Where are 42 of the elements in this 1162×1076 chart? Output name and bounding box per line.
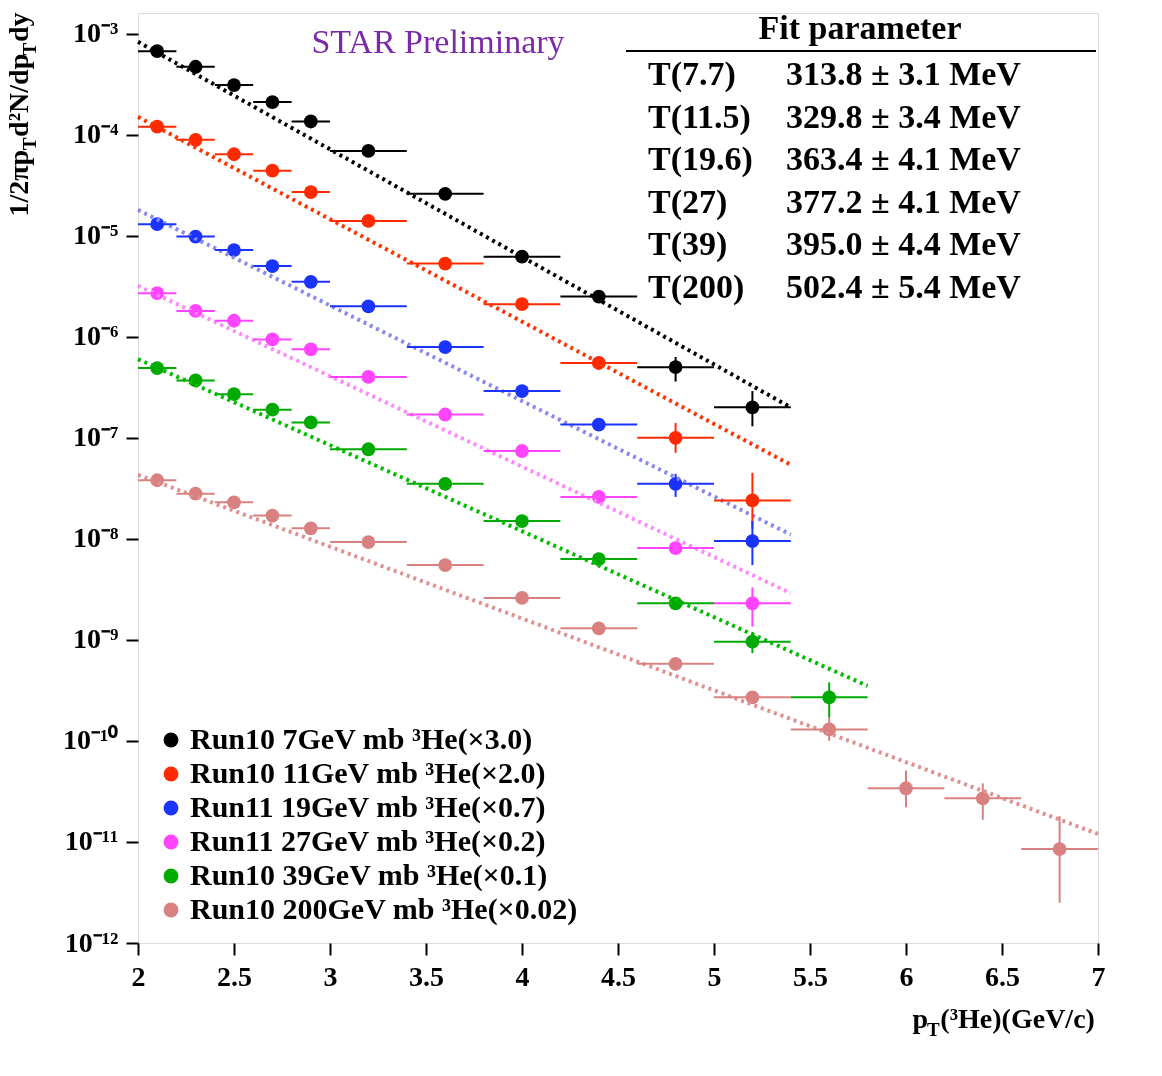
x-tick-label: 6.5 — [985, 960, 1020, 992]
y-tick-label: 10⁻⁸ — [73, 522, 119, 554]
annotation: 377.2 ± 4.1 MeV — [786, 182, 1022, 220]
x-tick-label: 4.5 — [601, 960, 636, 992]
annotation: T(19.6) — [648, 140, 753, 178]
x-tick-label: 5.5 — [793, 960, 828, 992]
y-tick-label: 10⁻⁹ — [73, 623, 119, 655]
y-tick-label: 10⁻⁵ — [73, 219, 119, 251]
annotation: Fit parameter — [758, 9, 962, 46]
annotation: 502.4 ± 5.4 MeV — [786, 267, 1022, 305]
legend-label: Run11 19GeV mb ³He(×0.7) — [190, 790, 546, 824]
legend-label: Run10 200GeV mb ³He(×0.02) — [190, 892, 578, 926]
legend-label: Run10 7GeV mb ³He(×3.0) — [190, 722, 533, 756]
y-tick-label: 10⁻³ — [73, 17, 119, 49]
x-tick-label: 2.5 — [217, 960, 252, 992]
legend-label: Run10 11GeV mb ³He(×2.0) — [190, 756, 546, 790]
x-tick-label: 4 — [515, 960, 530, 992]
annotation: T(39) — [648, 225, 728, 263]
annotation: T(27) — [648, 182, 728, 221]
annotation: 329.8 ± 3.4 MeV — [786, 97, 1022, 135]
y-axis-title: 1/2πpTd²N/dpTdy — [3, 12, 40, 217]
x-tick-label: 5 — [707, 960, 722, 992]
annotation: 395.0 ± 4.4 MeV — [786, 225, 1022, 262]
annotation: T(7.7) — [648, 55, 736, 93]
x-tick-label: 6 — [899, 960, 914, 992]
y-tick-label: 10⁻¹² — [64, 926, 119, 958]
annotation: 363.4 ± 4.1 MeV — [786, 140, 1022, 177]
x-tick-label: 3 — [323, 960, 338, 992]
annotation: STAR Preliminary — [311, 23, 565, 60]
y-tick-label: 10⁻¹¹ — [64, 825, 119, 857]
annotation: 313.8 ± 3.1 MeV — [786, 55, 1022, 92]
annotation: T(200) — [648, 267, 745, 306]
y-tick-label: 10⁻⁶ — [73, 320, 119, 352]
x-tick-label: 7 — [1091, 960, 1106, 992]
y-tick-label: 10⁻⁴ — [73, 118, 120, 150]
legend-label: Run11 27GeV mb ³He(×0.2) — [190, 824, 546, 858]
x-tick-label: 2 — [131, 960, 146, 992]
legend-label: Run10 39GeV mb ³He(×0.1) — [190, 858, 548, 892]
y-tick-label: 10⁻¹⁰ — [63, 724, 119, 756]
annotation: T(11.5) — [648, 97, 751, 136]
y-tick-label: 10⁻⁷ — [73, 421, 119, 453]
x-tick-label: 3.5 — [409, 960, 444, 992]
